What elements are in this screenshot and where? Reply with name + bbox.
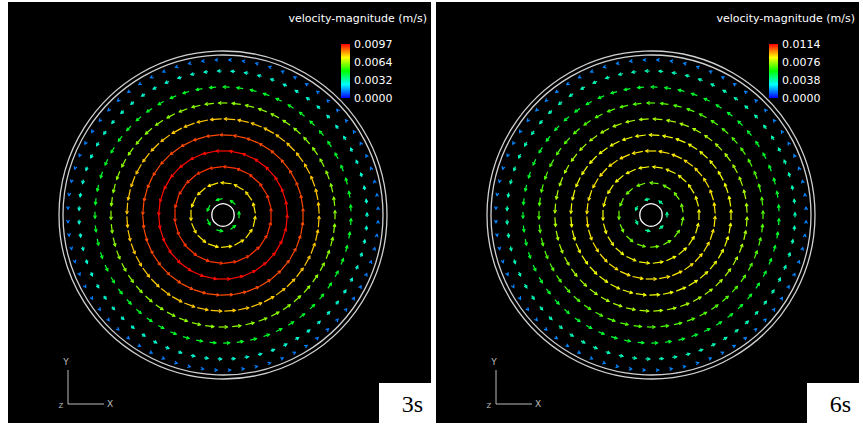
svg-text:0.0038: 0.0038: [782, 74, 821, 87]
svg-text:3s: 3s: [402, 391, 423, 417]
svg-text:Z: Z: [487, 402, 492, 410]
svg-text:Z: Z: [59, 402, 64, 410]
svg-text:6s: 6s: [830, 391, 851, 417]
svg-text:0.0076: 0.0076: [782, 56, 821, 69]
svg-text:0.0064: 0.0064: [354, 56, 393, 69]
svg-text:0.0097: 0.0097: [354, 38, 393, 51]
svg-text:0.0114: 0.0114: [782, 38, 821, 51]
svg-text:Y: Y: [490, 357, 497, 367]
svg-text:0.0000: 0.0000: [354, 92, 393, 105]
svg-text:X: X: [535, 399, 541, 409]
svg-text:0.0032: 0.0032: [354, 74, 393, 87]
svg-text:X: X: [107, 399, 113, 409]
svg-text:velocity-magnitude (m/s): velocity-magnitude (m/s): [289, 12, 428, 25]
svg-text:Y: Y: [62, 357, 69, 367]
svg-text:velocity-magnitude (m/s): velocity-magnitude (m/s): [717, 12, 856, 25]
svg-text:0.0000: 0.0000: [782, 92, 821, 105]
